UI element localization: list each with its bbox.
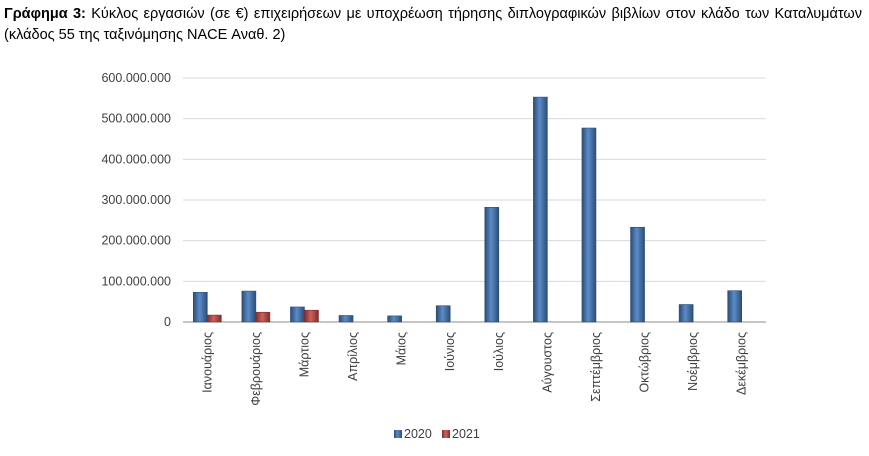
- y-tick-label: 600.000.000: [101, 71, 171, 85]
- bar-2020-8: [533, 96, 548, 323]
- bar-2020-9: [581, 127, 597, 323]
- bar-2020-10: [630, 226, 645, 323]
- y-tick-label: 200.000.000: [101, 234, 171, 248]
- x-tick-label: Αύγουστος: [540, 332, 554, 393]
- legend-swatch-2021: [442, 430, 450, 438]
- x-tick-label: Δεκέμβριος: [735, 332, 749, 395]
- y-tick-label: 100.000.000: [101, 274, 171, 288]
- x-tick-label: Μάρτιος: [297, 332, 311, 377]
- x-tick-label: Ιούλιος: [492, 332, 506, 371]
- bar-2020-2: [241, 290, 257, 323]
- figure-caption: Γράφημα 3: Κύκλος εργασιών (σε €) επιχει…: [4, 4, 862, 46]
- bar-2020-7: [484, 207, 500, 323]
- legend: 2020 2021: [394, 427, 480, 441]
- legend-swatch-2020: [394, 430, 402, 438]
- x-axis-ticks: Ιανουάριος Φεβρουάριος Μάρτιος Απρίλιος Μάιο…: [200, 332, 748, 406]
- bar-2021-2: [255, 311, 271, 323]
- bar-2020-3: [290, 306, 305, 323]
- x-tick-label: Μάιος: [395, 332, 409, 365]
- legend-label-2020: 2020: [404, 427, 432, 441]
- bars: [192, 96, 743, 323]
- bar-2020-4: [338, 315, 354, 323]
- x-tick-label: Απρίλιος: [346, 332, 360, 381]
- bar-2020-6: [435, 305, 451, 323]
- y-axis-ticks: 0 100.000.000 200.000.000 300.000.000 400.00…: [101, 71, 171, 329]
- bar-2021-3: [304, 309, 319, 323]
- x-tick-label: Ιούνιος: [443, 332, 457, 371]
- x-tick-label: Ιανουάριος: [200, 332, 214, 393]
- bar-2020-12: [727, 290, 743, 323]
- gridlines: [183, 77, 766, 323]
- legend-label-2021: 2021: [452, 427, 480, 441]
- x-tick-label: Οκτώβριος: [638, 332, 652, 393]
- x-tick-label: Φεβρουάριος: [249, 332, 263, 406]
- caption-text: Κύκλος εργασιών (σε €) επιχειρήσεων με υ…: [4, 6, 863, 43]
- y-tick-label: 400.000.000: [101, 152, 171, 166]
- bar-2020-5: [387, 315, 402, 323]
- caption-label: Γράφημα 3:: [4, 6, 86, 22]
- x-tick-label: Σεπτέμβριος: [589, 332, 603, 402]
- y-tick-label: 500.000.000: [101, 112, 171, 126]
- y-tick-label: 300.000.000: [101, 193, 171, 207]
- x-tick-label: Νοέμβριος: [686, 332, 700, 391]
- bar-2020-11: [678, 304, 694, 323]
- bar-2021-1: [206, 314, 222, 323]
- bar-2020-1: [192, 292, 208, 323]
- y-tick-label: 0: [164, 315, 171, 329]
